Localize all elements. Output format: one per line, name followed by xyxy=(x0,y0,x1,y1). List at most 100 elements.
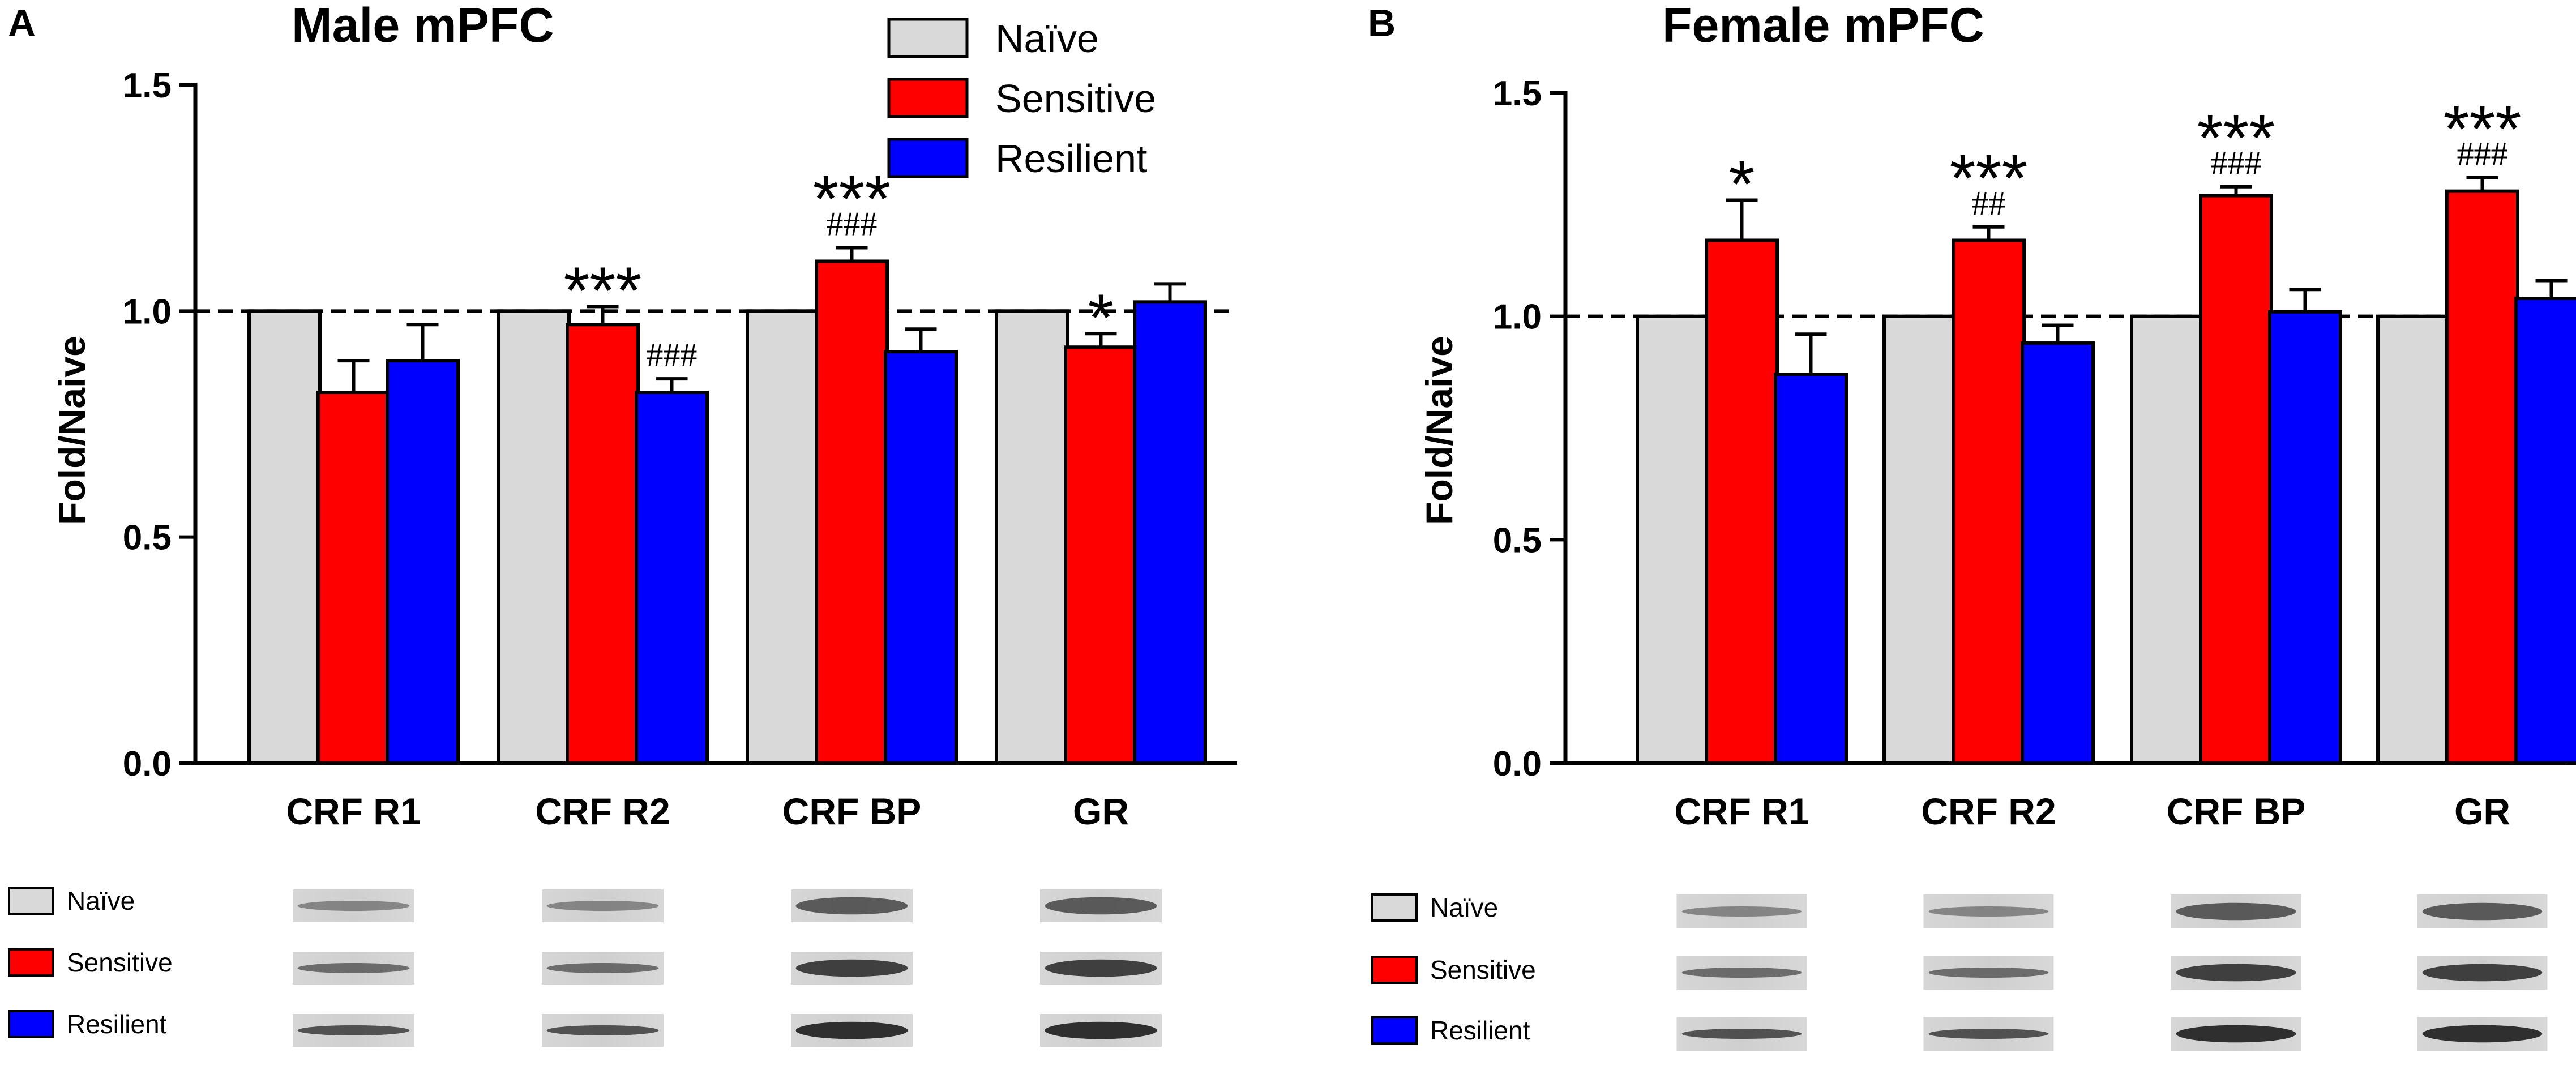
blot-band xyxy=(795,1021,908,1039)
bar-crf-r2-sensitive xyxy=(566,323,640,765)
legend-swatch-resilient xyxy=(887,138,969,178)
legend: Naïve Sensitive Resilient xyxy=(887,16,1156,181)
blot-legend-swatch-sensitive xyxy=(1371,956,1418,984)
blot-crf-r1-sensitive xyxy=(1676,956,1807,990)
blot-legend-label-sensitive: Sensitive xyxy=(67,948,173,977)
blot-band xyxy=(1928,906,2049,917)
panel-letter: B xyxy=(1368,2,1396,45)
x-tick-label: CRF BP xyxy=(2167,790,2306,832)
legend-swatch-sensitive xyxy=(887,78,969,118)
legend-label-naive: Naïve xyxy=(995,16,1099,61)
bar-gr-resilient xyxy=(1133,300,1207,765)
bar-crf-r2-resilient xyxy=(635,391,709,765)
blot-crf-r1-sensitive xyxy=(293,952,414,985)
y-tick-label: 1.5 xyxy=(123,66,172,105)
bar-gr-sensitive xyxy=(1064,345,1138,765)
significance-hash: ### xyxy=(2211,144,2262,182)
blot-background xyxy=(1676,894,1807,928)
blot-band xyxy=(297,901,410,911)
significance-stars: *** xyxy=(813,162,891,237)
y-tick-label: 0.0 xyxy=(1493,744,1542,784)
significance-stars: *** xyxy=(1950,141,2028,216)
blot-legend-swatch-resilient xyxy=(8,1010,54,1038)
y-tick-label: 1.0 xyxy=(1493,298,1542,337)
western-blot-strip: Naïve Sensitive Resilient xyxy=(1371,893,2548,1051)
y-tick-label: 0.5 xyxy=(1493,521,1542,560)
significance-stars: * xyxy=(1729,147,1755,221)
blot-band xyxy=(795,959,908,977)
y-axis-label: Fold/Naive xyxy=(1418,336,1460,525)
x-tick-label: CRF BP xyxy=(782,790,922,832)
blot-crf-bp-resilient xyxy=(2171,1017,2301,1051)
blot-crf-r1-resilient xyxy=(1676,1017,1807,1051)
chart-title: Male mPFC xyxy=(292,0,554,53)
blot-band xyxy=(1928,968,2049,978)
blot-band xyxy=(1045,1021,1157,1039)
blot-band xyxy=(2176,902,2296,921)
bar-crf-bp-sensitive xyxy=(815,259,889,765)
legend-label-resilient: Resilient xyxy=(995,136,1147,181)
y-tick-label: 0.5 xyxy=(123,519,172,558)
x-tick-label: CRF R2 xyxy=(535,790,670,832)
bar-crf-bp-resilient xyxy=(2268,310,2342,765)
significance-hash: ### xyxy=(647,336,698,374)
panel-b-female-mpfc: B Female mPFC Fold/Naive 0.0 0.5 1.0 1.5 CRF… xyxy=(1368,0,2576,1051)
blot-crf-r1-resilient xyxy=(293,1014,414,1047)
blot-legend: Naïve Sensitive Resilient xyxy=(8,886,173,1039)
bar-crf-r2-resilient xyxy=(2021,341,2095,765)
legend-item-resilient: Resilient xyxy=(887,136,1147,181)
blot-band xyxy=(297,1025,410,1035)
bar-crf-bp-naive xyxy=(2130,314,2204,765)
panel-letter: A xyxy=(8,2,36,45)
bar-crf-r1-resilient xyxy=(1774,373,1848,765)
significance-hash: ### xyxy=(2457,135,2508,173)
significance-hash: ### xyxy=(827,206,878,243)
blot-legend-swatch-sensitive xyxy=(8,948,54,977)
blot-crf-r1-naive xyxy=(1676,894,1807,928)
legend-label-sensitive: Sensitive xyxy=(995,76,1156,121)
chart-title: Female mPFC xyxy=(1662,0,1984,53)
blot-background xyxy=(542,889,664,922)
bar-crf-r1-sensitive xyxy=(1705,238,1779,765)
blot-crf-r1-naive xyxy=(293,889,414,922)
x-tick-label: CRF R1 xyxy=(1674,790,1809,832)
blot-crf-bp-resilient xyxy=(791,1014,913,1047)
blot-legend-label-resilient: Resilient xyxy=(1430,1016,1530,1045)
bar-gr-sensitive xyxy=(2445,189,2519,765)
y-axis-label: Fold/Naive xyxy=(51,336,93,525)
blot-gr-naive xyxy=(2417,894,2548,928)
blot-crf-bp-sensitive xyxy=(791,952,913,985)
blot-band xyxy=(1681,1029,1802,1039)
blot-crf-r2-resilient xyxy=(1923,1017,2054,1051)
legend-item-naive: Naïve xyxy=(887,16,1099,61)
bar-crf-r1-naive xyxy=(247,309,322,765)
blot-crf-r2-sensitive xyxy=(1923,956,2054,990)
blot-crf-bp-naive xyxy=(791,889,913,922)
y-tick-label: 0.0 xyxy=(123,744,172,784)
blot-band xyxy=(1681,968,1802,978)
bar-crf-bp-naive xyxy=(746,309,820,765)
significance-stars: *** xyxy=(564,253,642,328)
x-tick-label: GR xyxy=(1073,790,1129,832)
significance-stars: * xyxy=(1088,280,1114,355)
blot-legend-swatch-resilient xyxy=(1371,1016,1418,1045)
blot-gr-resilient xyxy=(1040,1014,1162,1047)
blot-band xyxy=(297,963,410,973)
blot-crf-bp-sensitive xyxy=(2171,956,2301,990)
blot-band xyxy=(795,897,908,915)
blot-crf-r2-naive xyxy=(542,889,664,922)
panel-a-male-mpfc: A Male mPFC Fold/Naive Naïve Sensitive R… xyxy=(8,0,1237,1047)
bar-gr-resilient xyxy=(2514,297,2576,765)
blot-crf-r2-naive xyxy=(1923,894,2054,928)
blot-legend-label-naive: Naïve xyxy=(1430,893,1498,922)
blot-legend: Naïve Sensitive Resilient xyxy=(1371,893,1536,1045)
y-tick-label: 1.0 xyxy=(123,292,172,331)
blot-band xyxy=(1045,959,1157,977)
significance-stars: *** xyxy=(2197,101,2275,176)
blot-band xyxy=(1681,906,1802,917)
blot-background xyxy=(293,889,414,922)
bar-crf-bp-resilient xyxy=(884,350,958,765)
bar-crf-r1-sensitive xyxy=(316,391,391,765)
